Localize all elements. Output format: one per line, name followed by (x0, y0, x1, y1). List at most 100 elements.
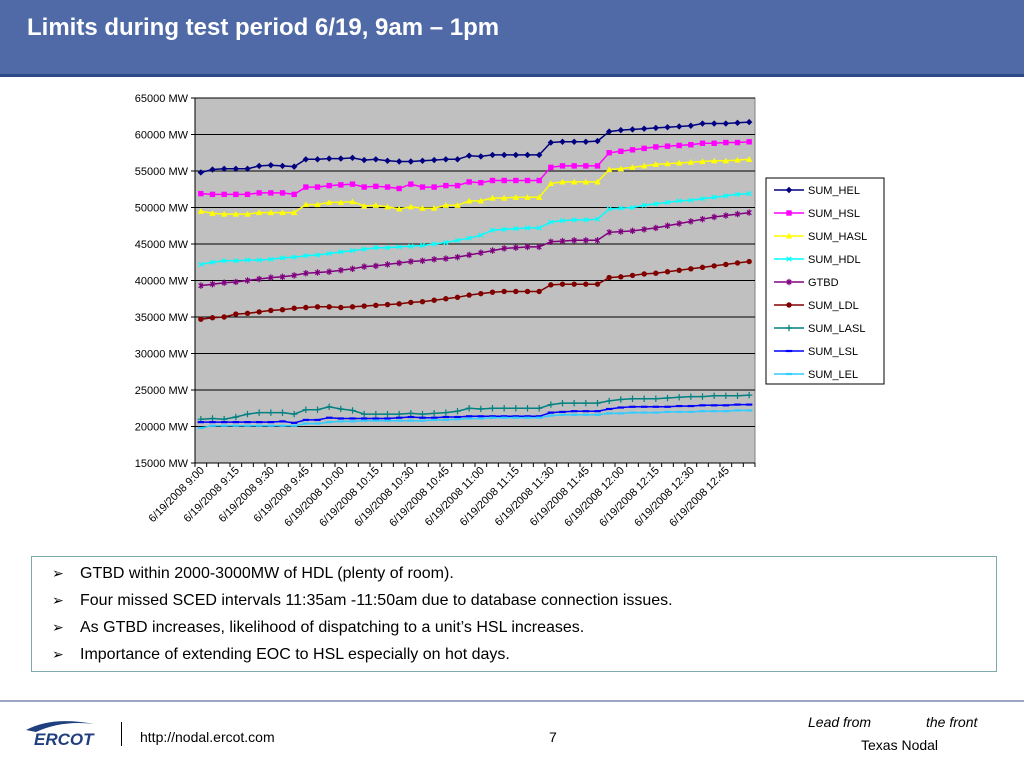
square-marker (641, 145, 647, 152)
x-marker (734, 191, 741, 197)
y-tick-label: 60000 MW (135, 130, 189, 142)
star-marker (688, 218, 694, 225)
x-marker (723, 193, 729, 199)
x-marker (501, 226, 507, 233)
triangle-marker (244, 210, 251, 217)
x-marker (454, 237, 461, 243)
diamond-marker (454, 156, 461, 163)
plus-marker (465, 405, 473, 412)
legend-label: SUM_HSL (808, 208, 860, 220)
diamond-marker (314, 156, 321, 163)
triangle-marker (314, 201, 321, 208)
plus-marker (255, 409, 263, 416)
star-marker (338, 267, 344, 274)
diamond-marker (395, 158, 403, 165)
x-tick-label: 6/19/2008 12:15 (597, 465, 662, 530)
triangle-marker (500, 194, 508, 201)
triangle-marker (559, 178, 566, 185)
square-marker (711, 140, 717, 146)
plus-marker (699, 393, 706, 400)
x-marker (641, 202, 647, 208)
diamond-marker (279, 162, 286, 170)
x-tick-label: 6/19/2008 10:45 (387, 465, 452, 530)
circle-marker (431, 297, 437, 303)
square-marker (606, 150, 612, 156)
triangle-marker (664, 160, 671, 167)
diamond-marker (255, 162, 263, 170)
star-marker (664, 222, 671, 229)
footer-url[interactable]: http://nodal.ercot.com (140, 729, 275, 745)
circle-marker (559, 281, 566, 287)
diamond-marker (535, 151, 543, 159)
square-marker (268, 190, 274, 196)
triangle-marker (535, 194, 543, 200)
y-tick-label: 65000 MW (135, 93, 189, 105)
square-marker (786, 210, 792, 216)
y-tick-label: 50000 MW (135, 203, 189, 215)
circle-marker (256, 309, 262, 315)
diamond-marker (197, 169, 205, 176)
plus-marker (279, 409, 286, 416)
x-tick-label: 6/19/2008 11:45 (528, 465, 592, 529)
triangle-marker (407, 203, 415, 210)
triangle-marker (489, 194, 496, 201)
diamond-marker (664, 124, 671, 131)
x-marker (524, 225, 531, 231)
star-marker (699, 215, 706, 223)
triangle-marker (524, 194, 531, 200)
star-marker (431, 256, 437, 263)
star-marker (734, 210, 741, 218)
diamond-marker (512, 151, 520, 159)
triangle-marker (734, 156, 741, 163)
plus-marker (349, 407, 356, 414)
plus-marker (454, 407, 461, 415)
star-marker (513, 244, 519, 251)
x-marker (279, 255, 286, 261)
y-tick-label: 35000 MW (135, 312, 189, 324)
star-marker (641, 226, 647, 233)
bullet-list: ➢ GTBD within 2000-3000MW of HDL (plenty … (31, 556, 997, 672)
circle-marker (723, 261, 729, 268)
series-sum-ldl (198, 258, 752, 322)
square-marker (198, 190, 204, 197)
plus-marker (244, 410, 251, 418)
triangle-marker (512, 194, 520, 200)
circle-marker (291, 305, 297, 311)
square-marker (583, 163, 589, 169)
square-marker (384, 184, 391, 190)
circle-marker (501, 288, 507, 295)
plus-marker (384, 410, 391, 418)
tagline-lead: Lead from (808, 714, 872, 730)
triangle-marker (477, 197, 485, 204)
y-tick-label: 40000 MW (135, 276, 189, 288)
star-marker (524, 243, 531, 251)
legend-entry: SUM_LEL (774, 369, 858, 381)
legend-entry: SUM_HEL (774, 185, 860, 197)
triangle-marker (629, 164, 636, 170)
legend-label: SUM_LDL (808, 300, 859, 312)
plus-marker (395, 410, 403, 418)
star-marker (396, 259, 402, 267)
plus-marker (372, 410, 380, 418)
star-marker (209, 280, 216, 288)
circle-marker (408, 299, 414, 306)
star-marker (373, 262, 379, 270)
diamond-marker (442, 156, 450, 163)
circle-marker (664, 269, 671, 275)
square-marker (431, 184, 437, 190)
star-marker (454, 253, 461, 261)
star-marker (536, 243, 542, 251)
plus-marker (664, 394, 671, 402)
diamond-marker (559, 138, 566, 145)
x-marker (559, 218, 566, 224)
square-marker (653, 144, 659, 150)
triangle-marker (349, 198, 356, 205)
circle-marker (478, 290, 484, 297)
x-marker (548, 219, 554, 225)
x-marker (396, 244, 402, 250)
diamond-marker (699, 120, 706, 127)
legend-label: SUM_LEL (808, 369, 858, 381)
legend-entry: GTBD (774, 277, 839, 289)
circle-marker (571, 281, 577, 287)
star-marker (326, 268, 332, 275)
